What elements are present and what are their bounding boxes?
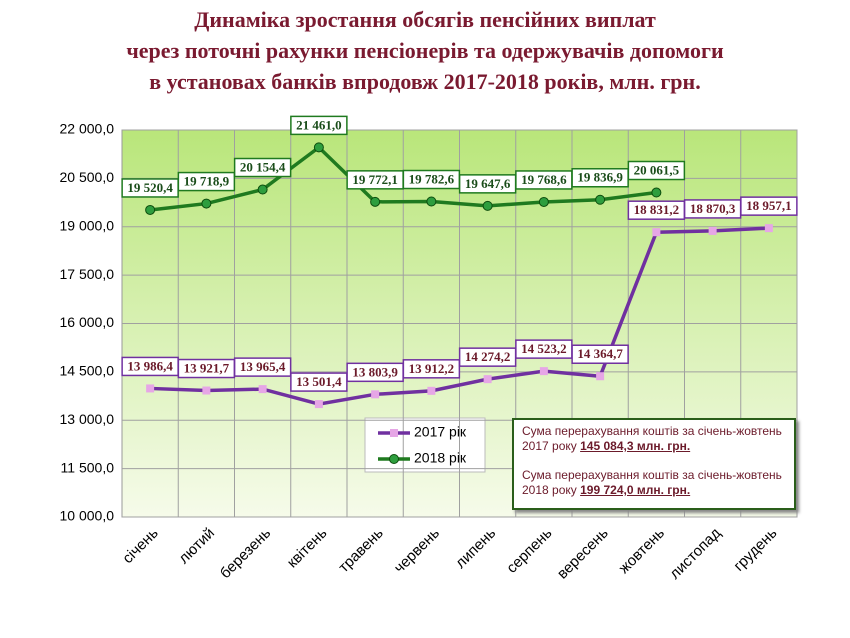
x-tick-label: вересень xyxy=(554,524,612,582)
marker xyxy=(145,204,156,215)
marker xyxy=(427,386,436,395)
data-label: 20 061,5 xyxy=(634,163,680,178)
data-label: 19 520,4 xyxy=(127,180,173,195)
series-line xyxy=(149,145,657,212)
y-tick-label: 22 000,0 xyxy=(60,121,115,137)
data-label: 20 154,4 xyxy=(240,160,286,175)
marker xyxy=(708,226,717,235)
y-tick-label: 13 000,0 xyxy=(60,411,115,427)
data-label: 13 501,4 xyxy=(296,374,342,389)
marker xyxy=(595,194,606,205)
data-label-box xyxy=(233,157,292,178)
annotation-value: 199 724,0 млн. грн. xyxy=(580,483,691,497)
legend-label: 2017 рік xyxy=(414,424,467,440)
x-tick-label: жовтень xyxy=(616,524,669,577)
data-label-box xyxy=(571,344,629,364)
x-tick-label: квітень xyxy=(284,524,331,571)
data-label: 14 364,7 xyxy=(577,346,623,361)
x-tick-label: листопад xyxy=(666,524,724,582)
marker xyxy=(651,187,662,198)
marker xyxy=(257,184,268,195)
marker xyxy=(371,390,380,399)
x-tick-label: липень xyxy=(452,524,499,571)
marker xyxy=(202,386,211,395)
marker xyxy=(764,224,773,233)
marker xyxy=(482,200,493,211)
x-tick-label: травень xyxy=(335,524,387,576)
x-tick-label: січень xyxy=(119,524,162,567)
marker xyxy=(314,400,323,409)
y-tick-label: 20 500,0 xyxy=(60,169,115,185)
marker xyxy=(146,384,155,393)
x-tick-label: березень xyxy=(217,524,275,582)
chart-title: в установах банків впродовж 2017-2018 ро… xyxy=(149,69,700,94)
data-label: 18 870,3 xyxy=(690,201,736,216)
marker xyxy=(596,372,605,381)
chart-title: через поточні рахунки пенсіонерів та оде… xyxy=(126,38,724,63)
y-tick-label: 11 500,0 xyxy=(61,459,115,475)
x-tick-label: грудень xyxy=(730,524,780,574)
data-label: 13 965,4 xyxy=(240,359,286,374)
legend-marker xyxy=(389,454,399,464)
data-label-box xyxy=(177,171,236,192)
x-tick-label: лютий xyxy=(175,525,218,568)
annotation-value: 145 084,3 млн. грн. xyxy=(580,439,691,453)
y-tick-label: 10 000,0 xyxy=(60,508,115,524)
data-label-box xyxy=(740,196,798,216)
data-label: 13 921,7 xyxy=(184,361,230,376)
data-label-box xyxy=(402,359,461,379)
legend-label: 2018 рік xyxy=(414,450,467,466)
chart-title: Динаміка зростання обсягів пенсійних вип… xyxy=(194,7,656,32)
marker xyxy=(258,385,267,394)
y-tick-label: 16 000,0 xyxy=(60,314,115,330)
data-label: 19 782,6 xyxy=(409,171,455,186)
annotation: Сума перерахування коштів за січень-жовт… xyxy=(522,468,786,498)
marker xyxy=(483,375,492,384)
data-label: 18 831,2 xyxy=(634,202,680,217)
marker xyxy=(426,196,437,207)
marker xyxy=(201,198,212,209)
data-label: 13 986,4 xyxy=(127,358,173,373)
data-label: 19 772,1 xyxy=(352,172,398,187)
data-label: 13 912,2 xyxy=(409,361,455,376)
annotation-text: Сума перерахування коштів за січень-жовт… xyxy=(522,424,782,453)
data-label-box xyxy=(627,160,686,181)
x-tick-label: серпень xyxy=(503,524,555,576)
annotation: Сума перерахування коштів за січень-жовт… xyxy=(522,424,786,454)
marker xyxy=(313,142,324,153)
data-label: 19 718,9 xyxy=(184,174,230,189)
data-label-box xyxy=(233,357,292,377)
y-tick-label: 19 000,0 xyxy=(60,217,115,233)
legend-marker xyxy=(390,429,398,437)
legend xyxy=(364,417,486,473)
y-tick-label: 14 500,0 xyxy=(60,363,115,379)
x-tick-label: червень xyxy=(391,524,443,576)
marker xyxy=(370,196,381,207)
data-label: 19 768,6 xyxy=(521,172,567,187)
data-label: 19 836,9 xyxy=(577,170,623,185)
marker xyxy=(539,367,548,376)
data-label-box xyxy=(290,372,348,392)
y-tick-label: 17 500,0 xyxy=(60,266,115,282)
data-label: 21 461,0 xyxy=(296,117,342,132)
data-label: 14 274,2 xyxy=(465,349,511,364)
marker xyxy=(652,228,661,237)
data-label: 14 523,2 xyxy=(521,341,567,356)
series-line xyxy=(150,226,769,406)
annotation-box: Сума перерахування коштів за січень-жовт… xyxy=(512,418,796,510)
marker xyxy=(538,196,549,207)
data-label-box xyxy=(290,115,348,136)
data-label: 13 803,9 xyxy=(352,364,398,379)
data-label: 18 957,1 xyxy=(746,198,792,213)
data-label: 19 647,6 xyxy=(465,176,511,191)
annotation-text: Сума перерахування коштів за січень-жовт… xyxy=(522,468,782,497)
